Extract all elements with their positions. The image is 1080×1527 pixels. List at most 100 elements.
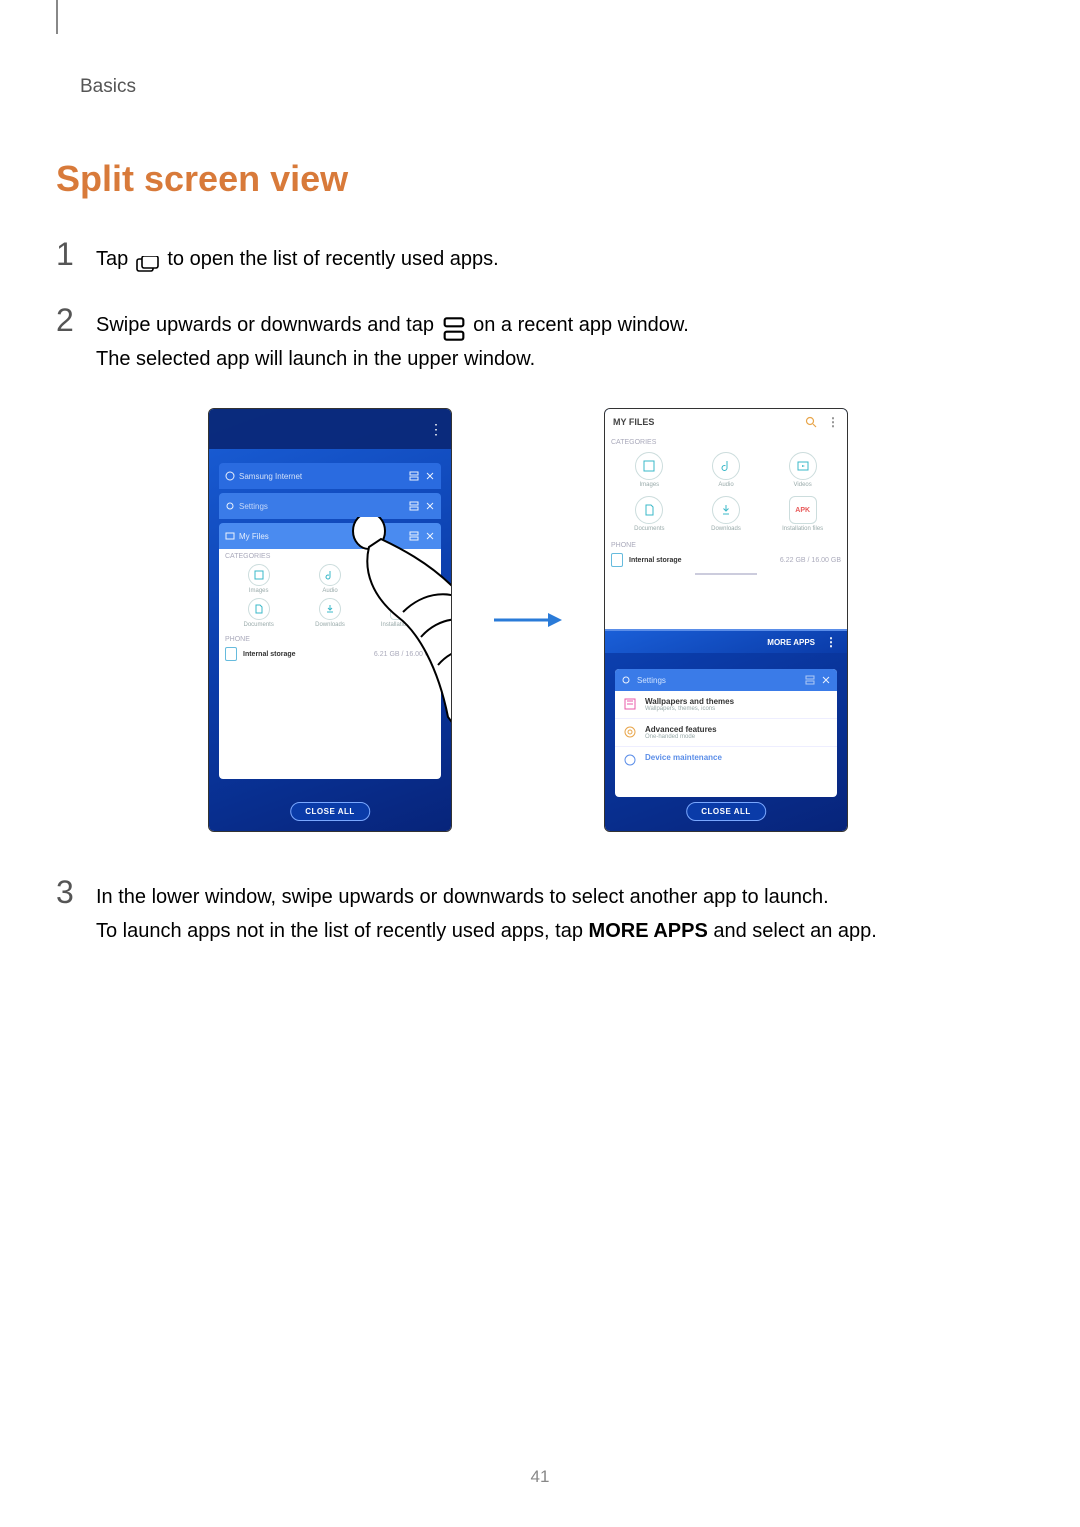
cat-downloads-label: Downloads <box>296 622 363 628</box>
categories-grid: Images Audio Videos Documents Downloads … <box>219 560 441 632</box>
audio-icon <box>325 570 335 580</box>
arrow-icon <box>492 610 564 630</box>
recent-card-1-label: Samsung Internet <box>239 472 302 481</box>
p2-categories-label: CATEGORIES <box>605 435 847 446</box>
phone-screenshot-right: MY FILES ⋮ CATEGORIES Images Audio Video… <box>604 408 848 832</box>
page-title: Split screen view <box>56 158 1000 200</box>
settings-card: Settings Wallpapers and themes Wallpaper… <box>615 669 837 797</box>
advanced-icon <box>623 725 637 739</box>
p2-images-icon <box>643 460 655 472</box>
close-mini-icon <box>425 471 435 481</box>
step-3-more-apps: MORE APPS <box>589 920 708 942</box>
files-mini-icon <box>225 531 235 541</box>
settings-row-2-title: Advanced features <box>645 725 717 734</box>
p2-categories-grid: Images Audio Videos Documents Downloads … <box>605 446 847 538</box>
step-1-number: 1 <box>56 238 96 270</box>
recent-card-3-header: My Files <box>219 523 441 549</box>
phone2-header-title: MY FILES <box>613 417 654 427</box>
phone1-topbar: ⋮ <box>209 409 451 449</box>
split-mini-icon <box>409 471 419 481</box>
close-all-button-1: CLOSE ALL <box>290 802 370 821</box>
step-3-number: 3 <box>56 876 96 908</box>
p2-cat-videos: Videos <box>766 452 839 488</box>
recent-card-2-label: Settings <box>239 502 268 511</box>
p2-cat-audio: Audio <box>690 452 763 488</box>
recent-card-3-body: CATEGORIES Images Audio Videos Documents… <box>219 549 441 779</box>
storage-label: Internal storage <box>243 651 296 658</box>
step-3-line2-post: and select an app. <box>708 920 877 942</box>
drag-handle <box>695 573 757 575</box>
phone2-header: MY FILES ⋮ <box>605 409 847 435</box>
close-mini-icon-2 <box>425 501 435 511</box>
videos-icon <box>396 570 406 580</box>
step-1: 1 Tap to open the list of recently used … <box>56 238 1000 276</box>
internet-icon <box>225 471 235 481</box>
apk-label: APK <box>395 606 408 612</box>
p2-cat-images-label: Images <box>613 482 686 488</box>
settings-card-header: Settings <box>615 669 837 691</box>
phone2-lower-pane: Settings Wallpapers and themes Wallpaper… <box>605 653 847 831</box>
cat-audio: Audio <box>296 564 363 594</box>
settings-row-2: Advanced features One-handed mode <box>615 719 837 747</box>
settings-row-3: Device maintenance <box>615 747 837 773</box>
p2-apk-label: APK <box>795 507 810 514</box>
cat-videos-label: Videos <box>368 588 435 594</box>
settings-card-title: Settings <box>637 676 666 685</box>
p2-cat-audio-label: Audio <box>690 482 763 488</box>
phone-storage-label: PHONE <box>219 632 441 643</box>
step-2-line1-post: on a recent app window. <box>473 314 689 336</box>
categories-label: CATEGORIES <box>219 549 441 560</box>
cat-documents: Documents <box>225 598 292 628</box>
recents-icon <box>136 251 160 269</box>
step-3-line2-pre: To launch apps not in the list of recent… <box>96 920 589 942</box>
storage-value: 6.21 GB / 16.00 GB <box>374 651 435 658</box>
p2-cat-apk: APK Installation files <box>766 496 839 532</box>
settings-row-1: Wallpapers and themes Wallpapers, themes… <box>615 691 837 719</box>
p2-cat-videos-label: Videos <box>766 482 839 488</box>
phone-screenshot-left: ⋮ Samsung Internet Settings <box>208 408 452 832</box>
p2-documents-icon <box>643 504 655 516</box>
p2-storage-label: Internal storage <box>629 557 682 564</box>
wallpapers-icon <box>623 697 637 711</box>
p2-storage-row: Internal storage 6.22 GB / 16.00 GB <box>605 549 847 571</box>
settings-row-1-sub: Wallpapers, themes, icons <box>645 706 734 712</box>
p2-cat-downloads-label: Downloads <box>690 526 763 532</box>
more-icon: ⋮ <box>429 421 441 438</box>
p2-cat-install-label: Installation files <box>766 526 839 532</box>
documents-icon <box>254 604 264 614</box>
more-icon-2: ⋮ <box>827 415 839 429</box>
maintenance-icon <box>623 753 637 767</box>
step-2-line2: The selected app will launch in the uppe… <box>96 348 535 370</box>
downloads-icon <box>325 604 335 614</box>
p2-cat-documents: Documents <box>613 496 686 532</box>
p2-cat-documents-label: Documents <box>613 526 686 532</box>
recent-card-1-header: Samsung Internet <box>219 463 441 489</box>
p2-cat-images: Images <box>613 452 686 488</box>
p2-audio-icon <box>720 460 732 472</box>
close-mini-icon-4 <box>821 675 831 685</box>
close-all-button-2: CLOSE ALL <box>686 802 766 821</box>
settings-row-1-title: Wallpapers and themes <box>645 697 734 706</box>
p2-cat-downloads: Downloads <box>690 496 763 532</box>
cat-apk: APKInstallation files <box>368 598 435 628</box>
step-2: 2 Swipe upwards or downwards and tap on … <box>56 304 1000 376</box>
settings-icon-2 <box>621 675 631 685</box>
step-3-body: In the lower window, swipe upwards or do… <box>96 876 1000 948</box>
figure-row: ⋮ Samsung Internet Settings <box>56 408 1000 832</box>
recent-card-2-header: Settings <box>219 493 441 519</box>
cat-videos: Videos <box>368 564 435 594</box>
step-3-line1: In the lower window, swipe upwards or do… <box>96 886 829 908</box>
step-2-body: Swipe upwards or downwards and tap on a … <box>96 304 1000 376</box>
storage-icon <box>225 647 237 661</box>
step-3: 3 In the lower window, swipe upwards or … <box>56 876 1000 948</box>
settings-row-2-sub: One-handed mode <box>645 734 717 740</box>
cat-images: Images <box>225 564 292 594</box>
search-icon <box>805 416 817 428</box>
cat-documents-label: Documents <box>225 622 292 628</box>
step-2-line1-pre: Swipe upwards or downwards and tap <box>96 314 440 336</box>
cat-audio-label: Audio <box>296 588 363 594</box>
p2-storage-value: 6.22 GB / 16.00 GB <box>780 557 841 564</box>
split-mini-icon-4 <box>805 675 815 685</box>
section-label: Basics <box>80 76 1000 98</box>
storage-row: Internal storage 6.21 GB / 16.00 GB <box>219 643 441 665</box>
